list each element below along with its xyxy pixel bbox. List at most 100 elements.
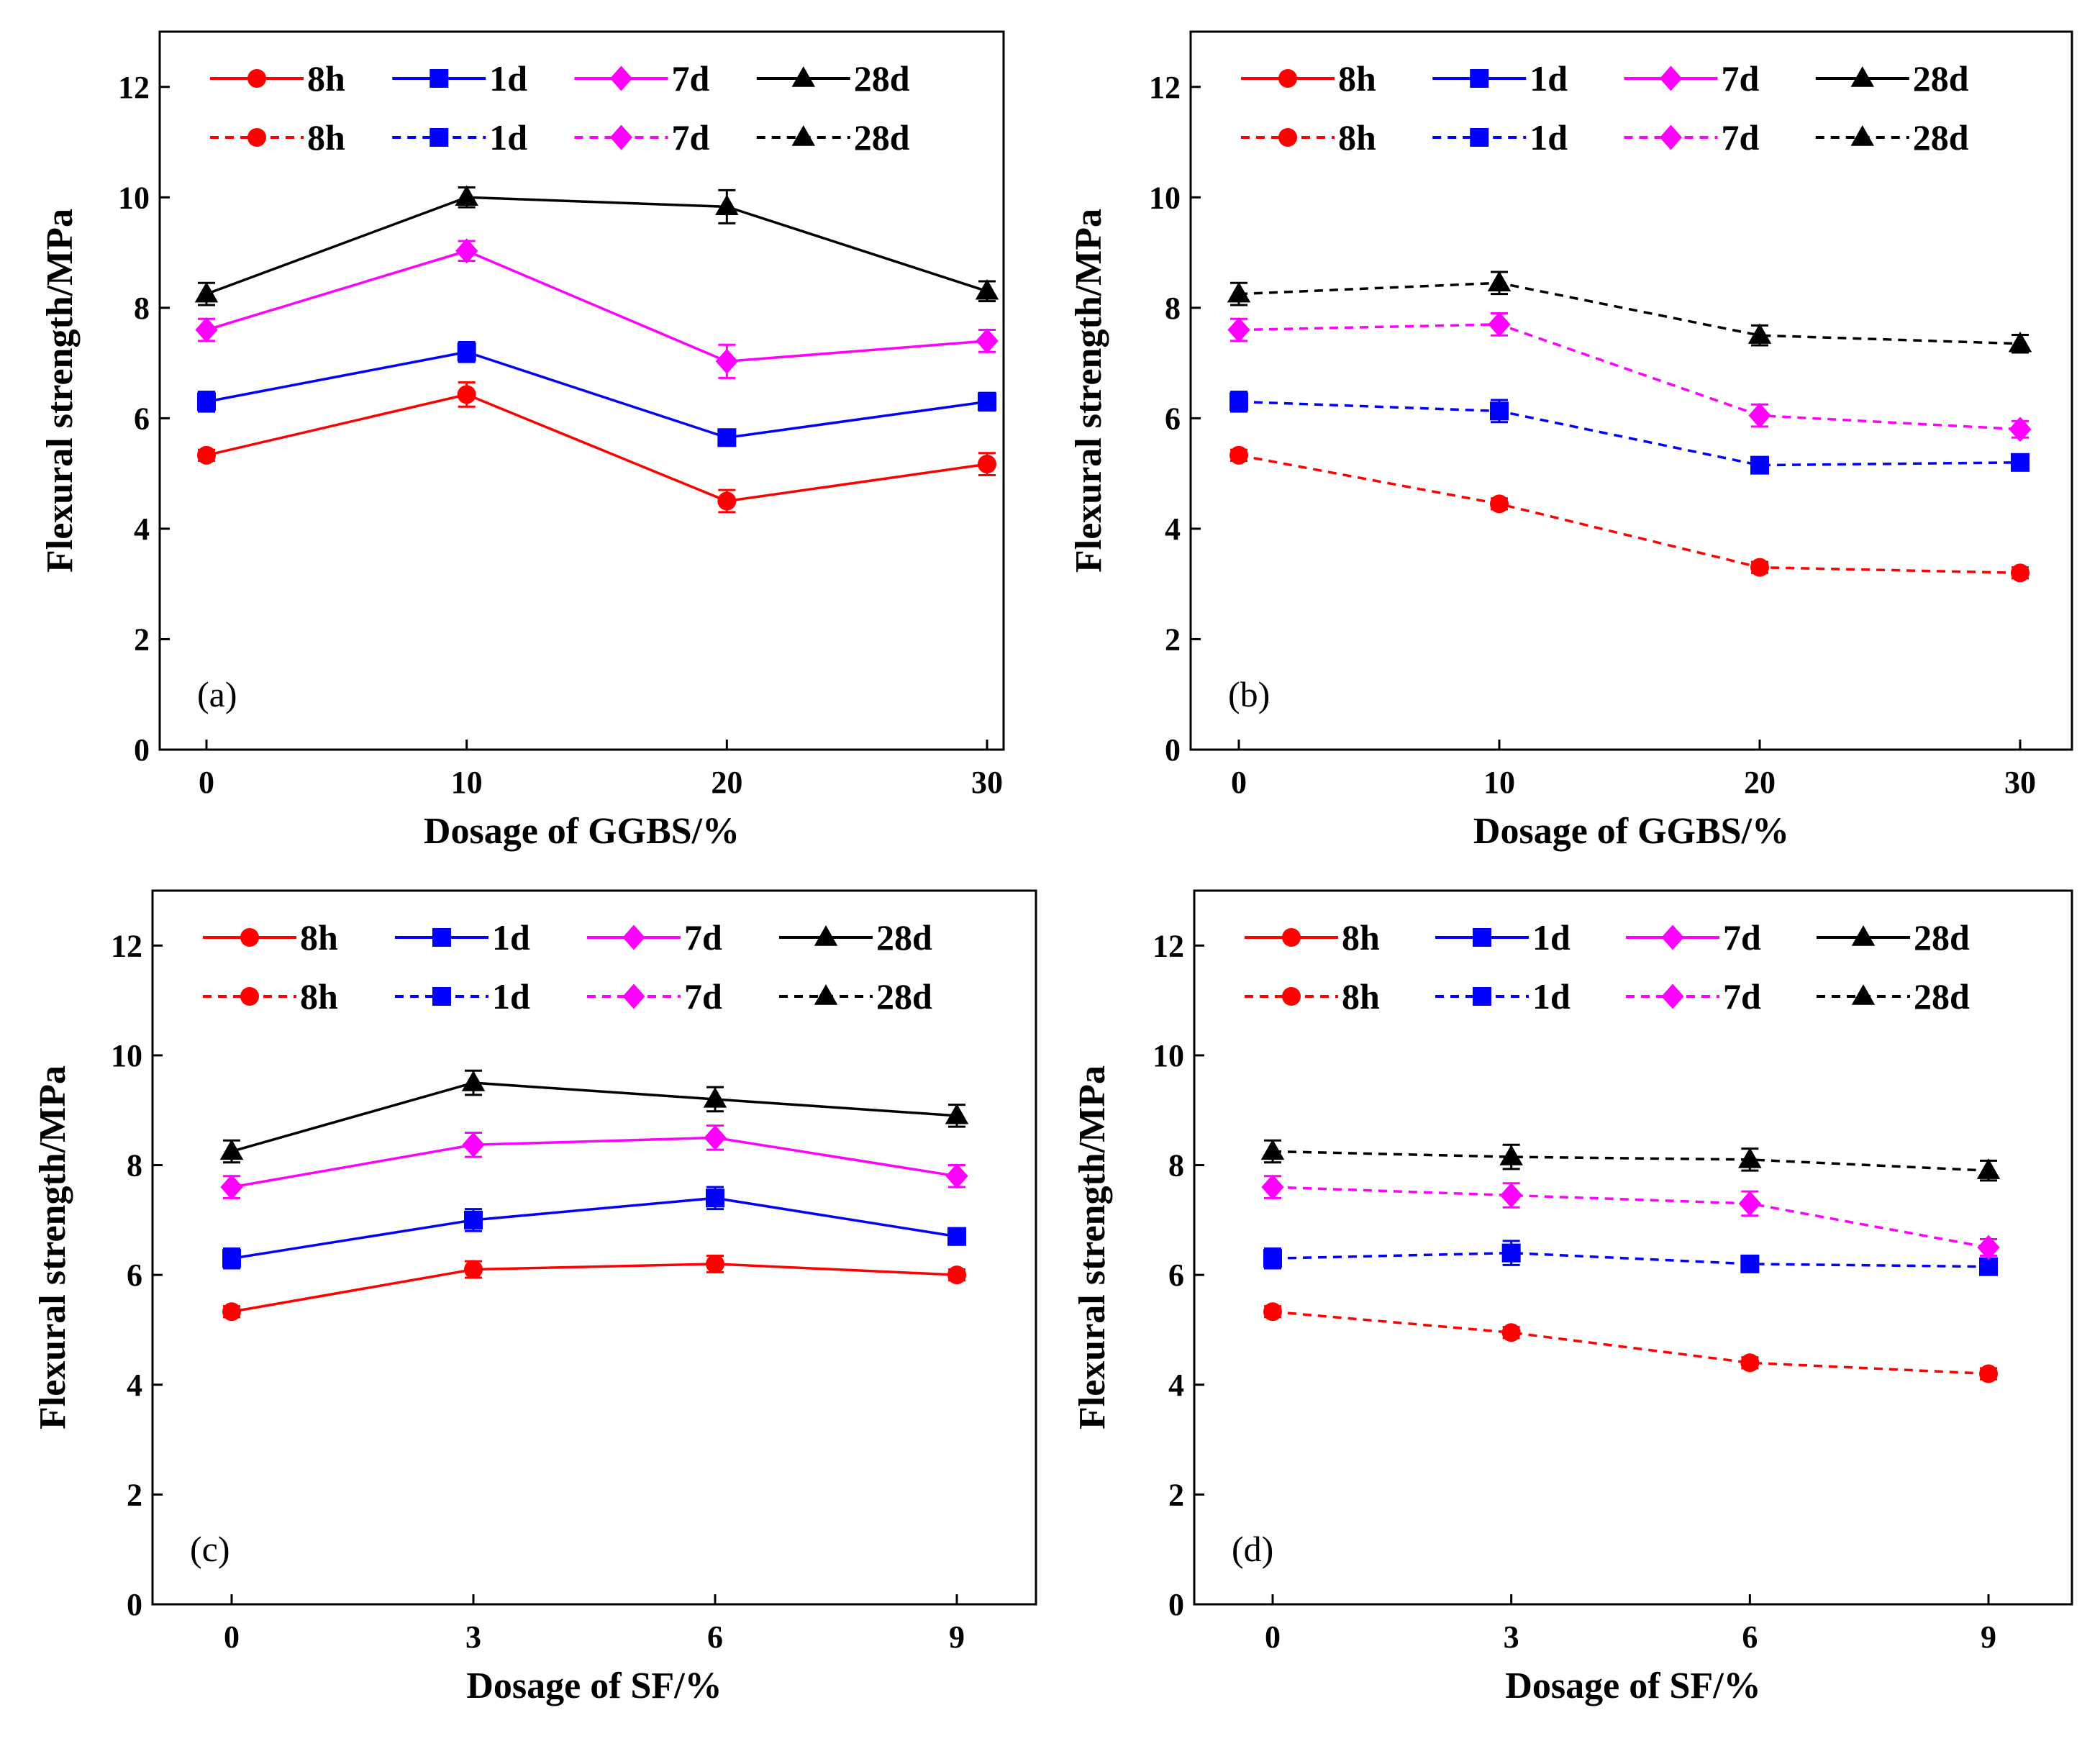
legend-marker	[1282, 987, 1301, 1006]
data-point	[1738, 1191, 1761, 1217]
legend-label: 1d	[1529, 58, 1568, 99]
legend-label: 8h	[1342, 976, 1380, 1017]
panel-d: 0 2 4 6 8 10 12 0 3 6 9 Dosage of SF/% Flexural stre…	[1072, 889, 2073, 1706]
series-line	[231, 1263, 958, 1314]
data-point	[195, 317, 218, 343]
legend-marker	[814, 984, 838, 1005]
data-point	[947, 1265, 966, 1285]
legend-marker	[247, 128, 266, 147]
legend-label: 7d	[1723, 976, 1761, 1017]
x-tick-label: 6	[707, 1619, 723, 1655]
legend-label: 8h	[1342, 917, 1380, 958]
legend-item-1d-solid: 1d	[392, 58, 527, 99]
data-point	[1227, 281, 1251, 303]
y-tick-label: 12	[1149, 70, 1181, 105]
legend-label: 8h	[307, 117, 345, 158]
data-point	[1740, 1353, 1760, 1373]
data-point	[1979, 1257, 1998, 1276]
series-1d-dashed	[1263, 1240, 1998, 1276]
series-1d-solid	[222, 1186, 966, 1270]
legend-item-8h-solid: 8h	[210, 58, 345, 99]
legend-marker	[791, 66, 815, 87]
y-tick-label: 2	[127, 1477, 142, 1512]
legend-marker	[609, 65, 633, 91]
series-1d-dashed	[1229, 391, 2029, 475]
series-8h-solid	[222, 1254, 966, 1322]
y-tick-label: 12	[111, 928, 142, 963]
data-point	[1263, 1249, 1282, 1268]
x-axis-label: Dosage of SF/%	[466, 1665, 722, 1706]
series-7d-dashed	[1227, 312, 2032, 442]
legend-label: 1d	[489, 117, 527, 158]
legend-item-8h-dashed: 8h	[203, 976, 338, 1017]
series-7d-solid	[220, 1124, 968, 1200]
y-tick-label: 2	[1165, 622, 1181, 657]
legend-label: 28d	[1913, 58, 1969, 99]
legend-label: 7d	[1722, 117, 1760, 158]
x-tick-label: 3	[1504, 1619, 1519, 1655]
data-point	[1260, 1139, 1285, 1160]
legend-item-8h-solid: 8h	[203, 917, 338, 958]
data-point	[461, 1070, 486, 1091]
data-point	[457, 342, 476, 362]
legend-label: 28d	[854, 58, 910, 99]
legend-label: 1d	[1529, 117, 1568, 158]
data-point	[1229, 392, 1248, 412]
legend-item-7d-dashed: 7d	[574, 117, 710, 158]
legend-item-1d-solid: 1d	[1432, 58, 1568, 99]
legend-item-7d-solid: 7d	[587, 917, 722, 958]
legend-marker	[1473, 987, 1491, 1006]
legend-label: 28d	[854, 117, 910, 158]
legend-label: 1d	[489, 58, 527, 99]
data-point	[222, 1302, 241, 1322]
legend-label: 1d	[492, 917, 530, 958]
series-line	[206, 196, 988, 296]
legend-label: 7d	[672, 58, 710, 99]
data-point	[1501, 1323, 1521, 1342]
legend-marker	[247, 69, 266, 88]
data-point	[1499, 1145, 1523, 1165]
legend-item-1d-solid: 1d	[395, 917, 530, 958]
data-point	[1976, 1158, 2001, 1179]
legend-item-28d-dashed: 28d	[1817, 976, 1970, 1017]
data-point	[717, 491, 737, 511]
y-tick-label: 0	[127, 1587, 142, 1622]
series-1d-solid	[197, 340, 996, 447]
y-tick-label: 6	[1165, 401, 1181, 436]
legend-label: 28d	[1913, 117, 1969, 158]
legend-label: 1d	[1532, 917, 1571, 958]
y-tick-label: 4	[127, 1368, 142, 1403]
series-28d-solid	[219, 1069, 969, 1164]
legend-item-7d-solid: 7d	[1624, 58, 1760, 99]
legend-marker	[1470, 69, 1489, 88]
data-point	[2009, 417, 2032, 442]
legend-label: 8h	[1338, 117, 1376, 158]
legend-label: 8h	[300, 976, 338, 1017]
legend-item-8h-dashed: 8h	[210, 117, 345, 158]
legend-label: 7d	[1722, 58, 1760, 99]
x-tick-label: 0	[1265, 1619, 1281, 1655]
series-28d-dashed	[1260, 1139, 2001, 1182]
x-tick-label: 30	[971, 765, 1003, 800]
legend-label: 28d	[876, 976, 932, 1017]
y-tick-label: 0	[1168, 1587, 1184, 1622]
legend-item-1d-dashed: 1d	[392, 117, 527, 158]
legend-marker	[429, 128, 449, 147]
legend-item-8h-dashed: 8h	[1241, 117, 1376, 158]
data-point	[219, 1139, 244, 1160]
data-point	[976, 328, 999, 354]
legend-marker	[1473, 928, 1491, 947]
legend-marker	[240, 987, 259, 1006]
data-point	[455, 185, 478, 206]
legend-item-1d-dashed: 1d	[1435, 976, 1571, 1017]
legend-label: 7d	[684, 917, 722, 958]
legend-marker	[1851, 925, 1876, 946]
data-point	[197, 445, 216, 465]
y-tick-label: 8	[1165, 291, 1181, 326]
data-point	[703, 1087, 727, 1108]
y-tick-label: 6	[127, 1258, 142, 1293]
data-point	[1500, 1182, 1523, 1209]
y-tick-label: 4	[1168, 1368, 1184, 1403]
series-28d-dashed	[1227, 271, 2032, 354]
legend-item-1d-dashed: 1d	[395, 976, 530, 1017]
